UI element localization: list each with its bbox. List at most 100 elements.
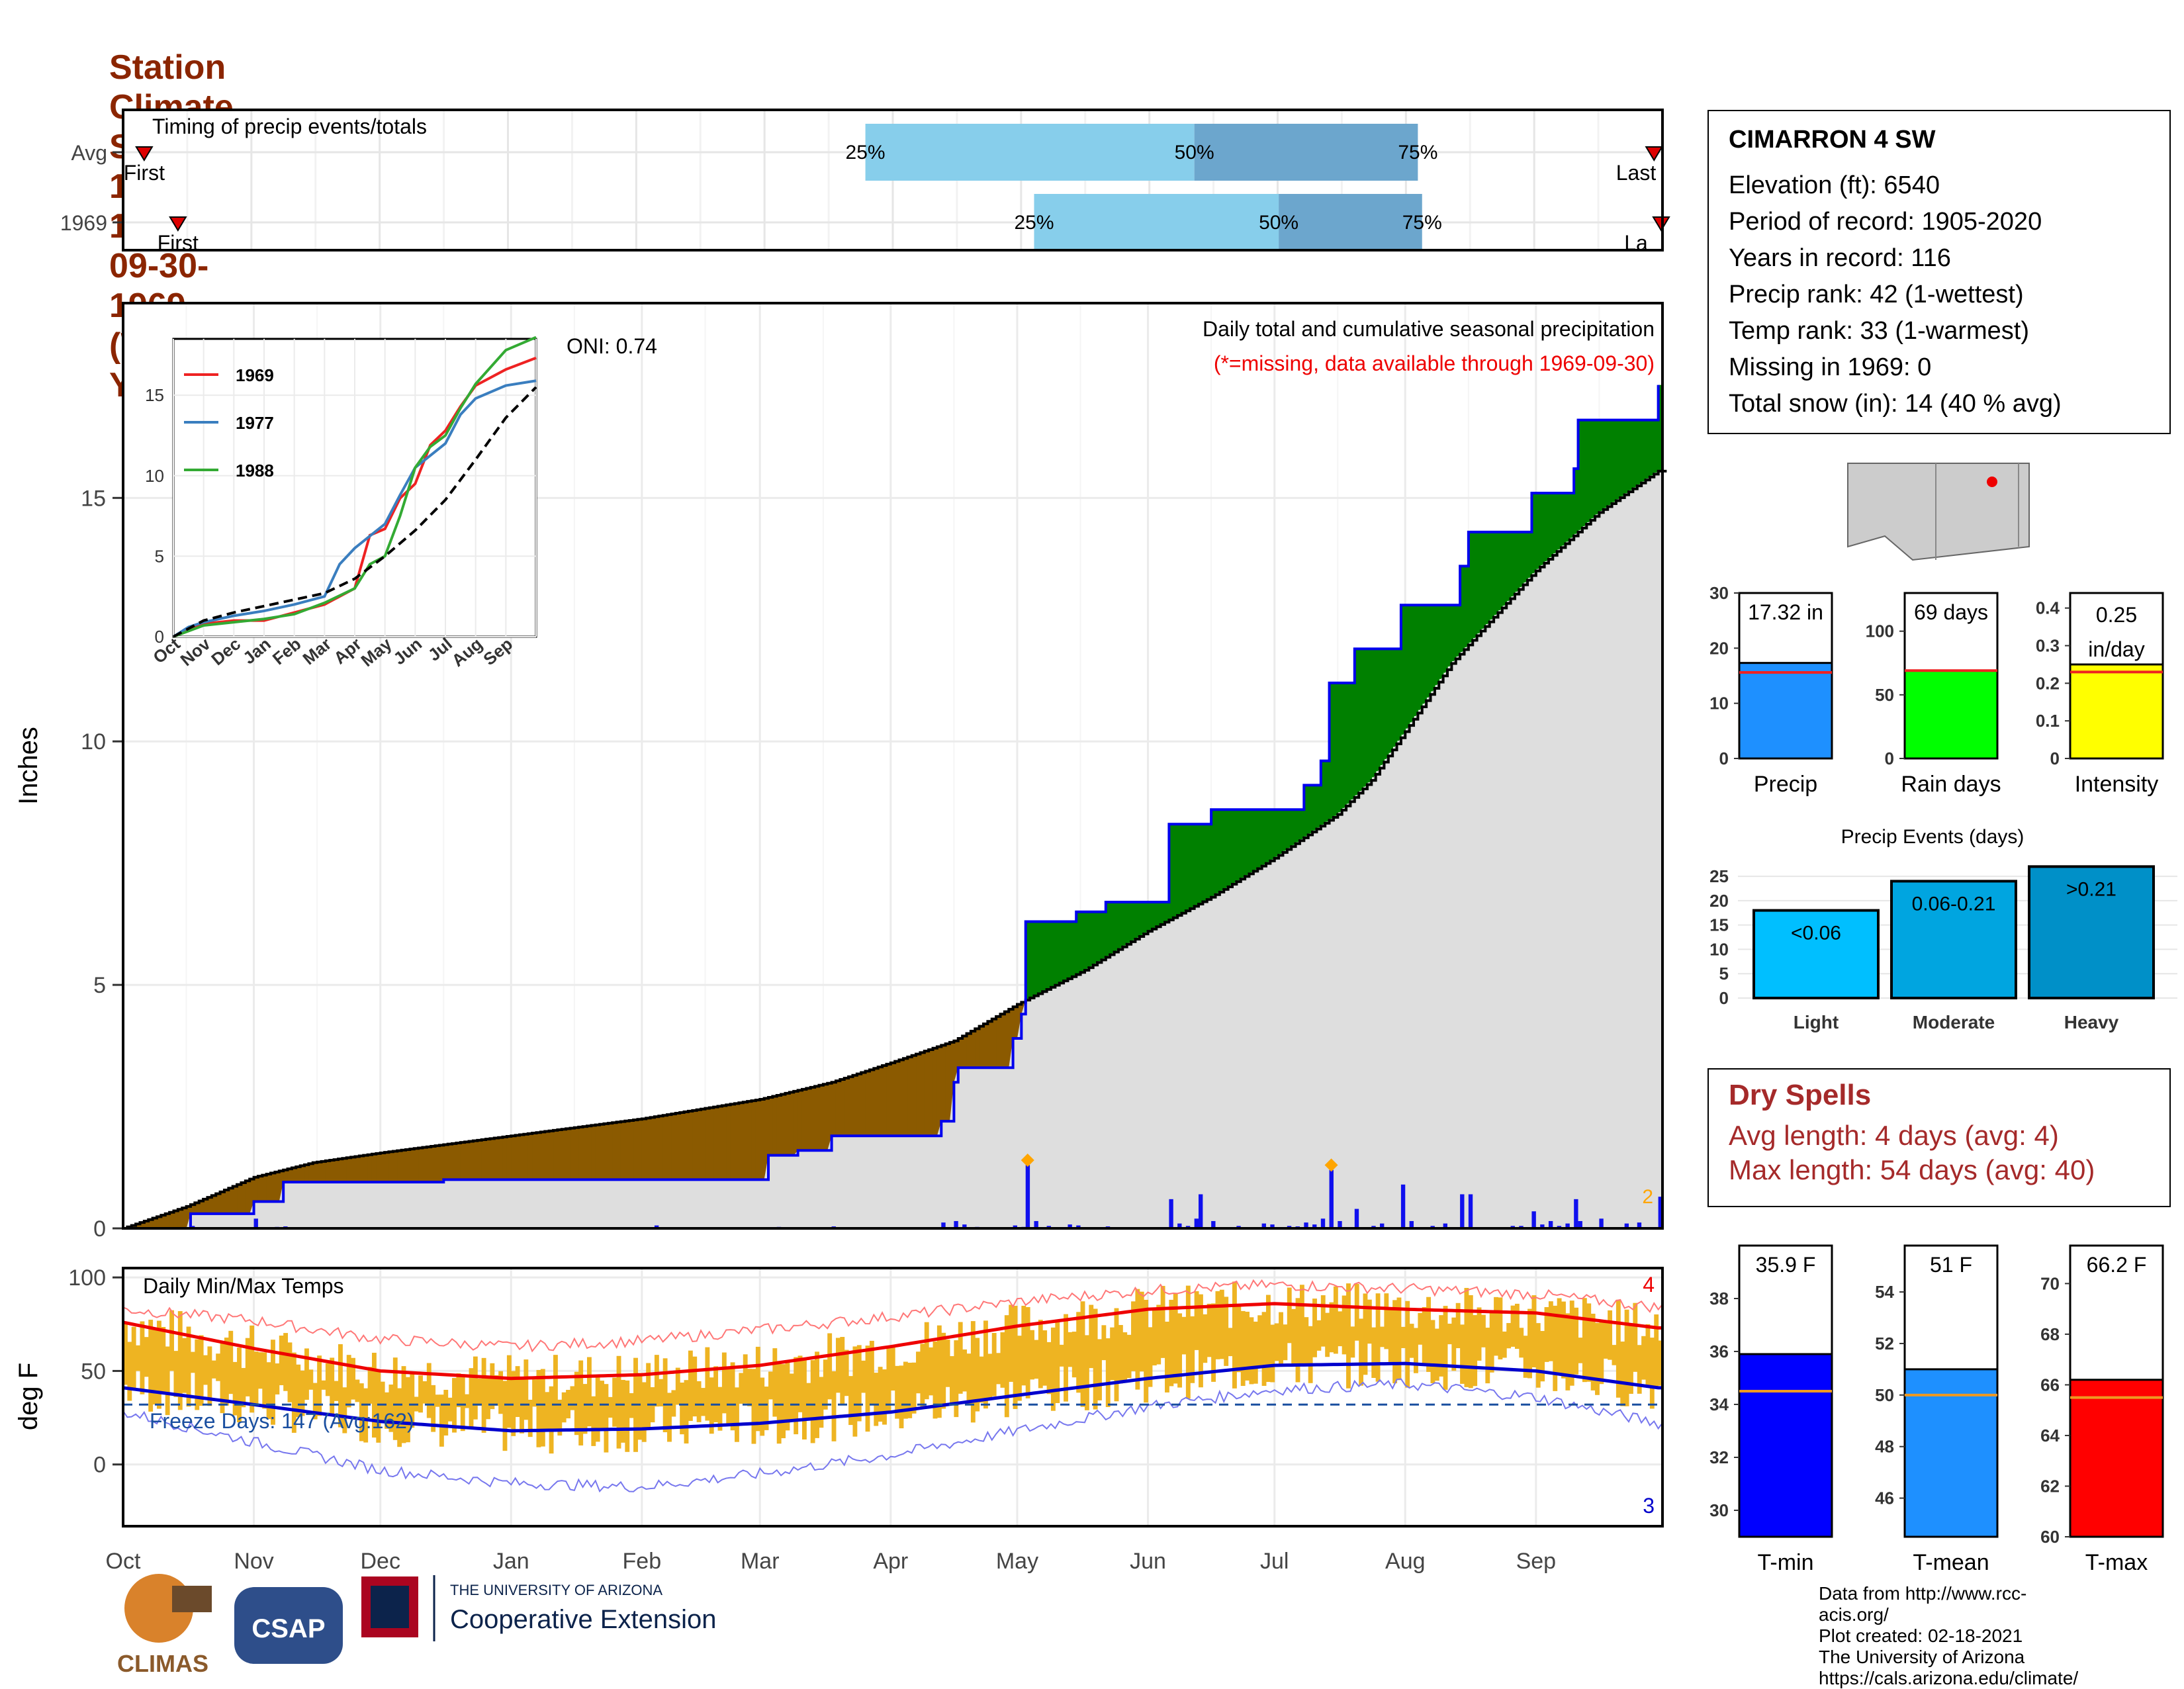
precip-summary-bar xyxy=(2069,663,2164,760)
daily-temp-bar xyxy=(520,1378,524,1434)
inset-ytick-label: 15 xyxy=(145,385,164,405)
drier-area xyxy=(287,1168,293,1183)
drier-area xyxy=(232,1185,238,1214)
drier-area xyxy=(545,1131,550,1180)
daily-temp-bar xyxy=(929,1347,934,1396)
wetter-area xyxy=(1287,809,1293,848)
drier-area xyxy=(161,1214,166,1228)
daily-temp-bar xyxy=(730,1362,735,1431)
month-label: May xyxy=(996,1549,1038,1574)
drier-area xyxy=(1013,1005,1018,1039)
drier-area xyxy=(768,1097,774,1156)
drier-area xyxy=(954,1039,959,1083)
daily-temp-bar xyxy=(371,1352,377,1438)
wetter-area xyxy=(1595,420,1600,515)
daily-temp-bar xyxy=(1203,1314,1208,1363)
daily-temp-bar xyxy=(1464,1288,1469,1387)
drier-area xyxy=(566,1128,571,1180)
wetter-area xyxy=(1384,649,1389,759)
daily-temp-bar xyxy=(392,1357,398,1440)
drier-area xyxy=(844,1077,849,1136)
daily-temp-bar xyxy=(1253,1321,1258,1384)
daily-temp-bar xyxy=(1038,1320,1043,1389)
station-snow: Total snow (in): 14 (40 % avg) xyxy=(1729,390,2062,418)
daily-temp-bar xyxy=(895,1365,900,1419)
wetter-area xyxy=(1590,420,1596,519)
wetter-area xyxy=(1203,824,1208,901)
drier-area xyxy=(203,1198,208,1214)
daily-temp-bar xyxy=(1199,1294,1203,1388)
wetter-area xyxy=(1535,492,1541,569)
daily-temp-bar xyxy=(1608,1310,1613,1360)
daily-precip-bar xyxy=(1658,1197,1662,1228)
temp-summary-ytick-label: 54 xyxy=(1875,1282,1894,1302)
drier-area xyxy=(388,1151,394,1183)
quartile-box-25-50 xyxy=(1034,194,1279,251)
daily-temp-bar xyxy=(810,1360,815,1443)
daily-temp-bar xyxy=(979,1356,984,1403)
drier-area xyxy=(684,1111,689,1180)
drier-area xyxy=(540,1131,546,1180)
precip-ytick-label: 15 xyxy=(81,486,106,511)
daily-temp-bar xyxy=(1021,1305,1026,1386)
daily-precip-bar xyxy=(1460,1194,1465,1228)
drier-area xyxy=(330,1160,335,1183)
daily-temp-bar xyxy=(1641,1336,1647,1380)
month-label: Dec xyxy=(360,1549,400,1574)
drier-area xyxy=(667,1114,672,1180)
temp-summary-value-label: 51 F xyxy=(1930,1253,1972,1277)
inset-ytick-label: 5 xyxy=(155,546,164,566)
daily-precip-bar xyxy=(1304,1222,1308,1228)
daily-temp-bar xyxy=(127,1342,132,1401)
daily-temp-bar xyxy=(1173,1293,1178,1384)
daily-temp-bar xyxy=(1089,1304,1094,1369)
drier-area xyxy=(385,1152,390,1183)
wetter-area xyxy=(1645,420,1651,479)
events-bar-label: >0.21 xyxy=(2066,878,2116,900)
daily-temp-bar xyxy=(1489,1311,1494,1373)
precip-ytick-label: 10 xyxy=(81,729,106,754)
daily-temp-bar xyxy=(136,1345,140,1371)
daily-temp-bar xyxy=(1544,1306,1549,1362)
month-label: Mar xyxy=(741,1549,780,1574)
daily-temp-bar xyxy=(1050,1327,1056,1411)
drier-area xyxy=(418,1148,424,1183)
daily-temp-bar xyxy=(772,1348,778,1417)
wetter-area xyxy=(1071,921,1077,976)
wetter-area xyxy=(1139,902,1144,936)
drier-area xyxy=(625,1120,630,1180)
temp-summary-category-label: T-max xyxy=(2085,1550,2148,1575)
daily-temp-bar xyxy=(760,1377,765,1436)
wetter-area xyxy=(1338,682,1343,813)
daily-temp-bar xyxy=(781,1364,786,1439)
daily-temp-bar xyxy=(271,1340,275,1425)
wetter-area xyxy=(1135,902,1140,938)
daily-temp-bar xyxy=(363,1388,369,1443)
wetter-area xyxy=(1325,760,1330,822)
daily-temp-bar xyxy=(1354,1283,1359,1341)
location-map xyxy=(1847,463,2030,561)
wetter-area xyxy=(1080,911,1085,972)
daily-temp-bar xyxy=(1510,1305,1516,1347)
daily-temp-bar xyxy=(1350,1326,1355,1358)
drier-area xyxy=(401,1150,406,1183)
drier-area xyxy=(662,1115,668,1180)
drier-area xyxy=(460,1142,465,1180)
avg-min-line xyxy=(122,1361,1662,1433)
temp-summary-value-label: 66.2 F xyxy=(2087,1253,2147,1277)
daily-temp-bar xyxy=(1578,1338,1583,1363)
drier-area xyxy=(878,1066,883,1136)
daily-temp-bar xyxy=(1135,1289,1140,1390)
daily-temp-bar xyxy=(1030,1330,1034,1380)
drier-area xyxy=(228,1187,234,1214)
daily-temp-bar xyxy=(1236,1306,1242,1373)
wetter-area xyxy=(1068,921,1073,978)
precip-summary-ytick-label: 0 xyxy=(1885,749,1894,768)
daily-temp-bar xyxy=(1274,1323,1279,1361)
daily-temp-bar xyxy=(987,1353,993,1400)
daily-temp-bar xyxy=(616,1355,621,1449)
drier-area xyxy=(705,1108,710,1180)
wetter-area xyxy=(1211,809,1216,896)
drier-area xyxy=(970,1030,976,1068)
daily-precip-bar xyxy=(1400,1184,1406,1228)
